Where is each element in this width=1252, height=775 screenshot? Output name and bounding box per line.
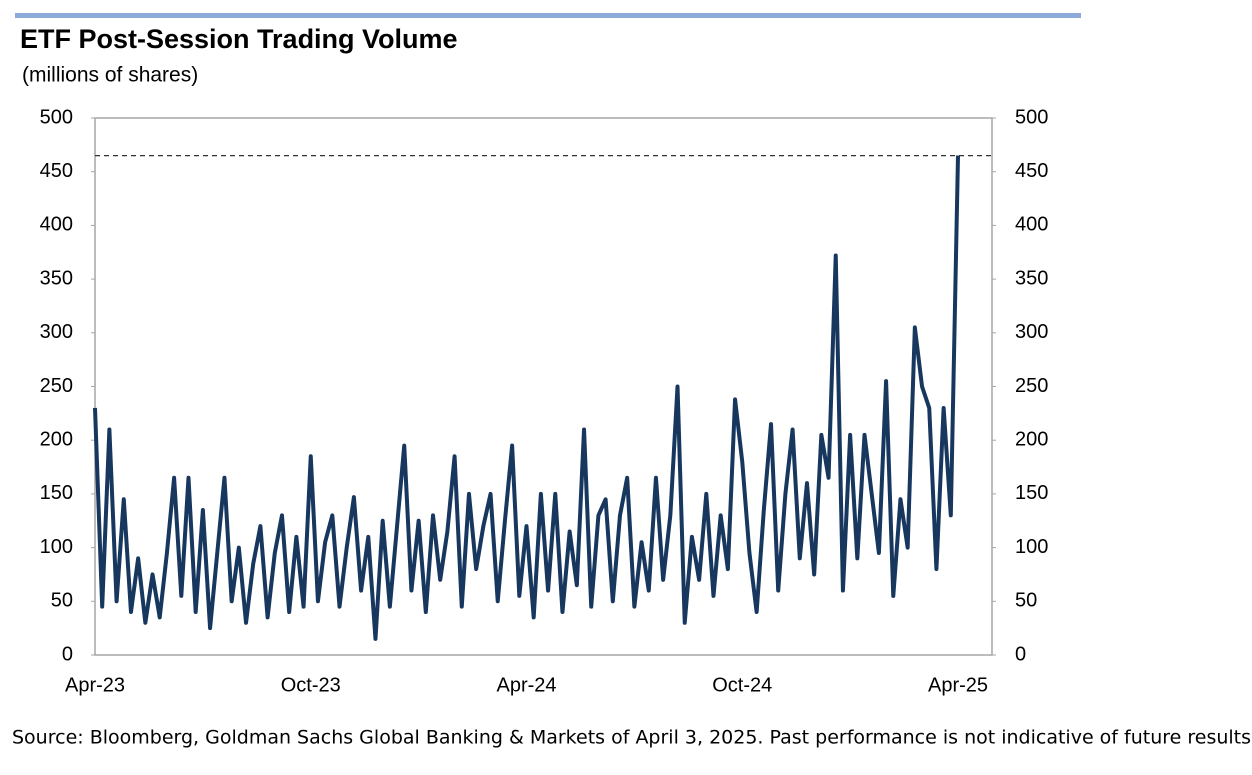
y-tick-label: 400 — [40, 214, 73, 236]
y-tick-label: 0 — [62, 643, 73, 665]
y2-tick-label: 50 — [1015, 590, 1037, 612]
series-line — [93, 155, 960, 641]
x-tick-label: Apr-25 — [928, 674, 988, 696]
chart-subtitle: (millions of shares) — [22, 64, 198, 87]
y-tick-label: 150 — [40, 482, 73, 504]
y-tick-label: 100 — [40, 536, 73, 558]
y-tick-label: 350 — [40, 267, 73, 289]
x-tick-label: Oct-23 — [281, 674, 341, 696]
y-tick-label: 250 — [40, 375, 73, 397]
y2-tick-label: 150 — [1015, 482, 1048, 504]
y2-tick-label: 0 — [1015, 643, 1026, 665]
y2-tick-label: 400 — [1015, 214, 1048, 236]
x-tick-label: Apr-23 — [65, 674, 125, 696]
y2-tick-label: 350 — [1015, 267, 1048, 289]
y2-tick-label: 500 — [1015, 106, 1048, 128]
x-tick-label: Oct-24 — [712, 674, 772, 696]
y-tick-label: 500 — [40, 106, 73, 128]
y2-tick-label: 250 — [1015, 375, 1048, 397]
y2-tick-label: 300 — [1015, 321, 1048, 343]
y2-tick-label: 450 — [1015, 160, 1048, 182]
chart-title: ETF Post-Session Trading Volume — [20, 24, 458, 54]
y2-tick-label: 100 — [1015, 536, 1048, 558]
y-tick-label: 450 — [40, 160, 73, 182]
header-bar — [15, 13, 1081, 18]
x-tick-label: Apr-24 — [496, 674, 556, 696]
source-note: Source: Bloomberg, Goldman Sachs Global … — [12, 727, 1252, 749]
y-tick-label: 300 — [40, 321, 73, 343]
y-tick-label: 200 — [40, 428, 73, 450]
y-tick-label: 50 — [51, 590, 73, 612]
y2-tick-label: 200 — [1015, 428, 1048, 450]
